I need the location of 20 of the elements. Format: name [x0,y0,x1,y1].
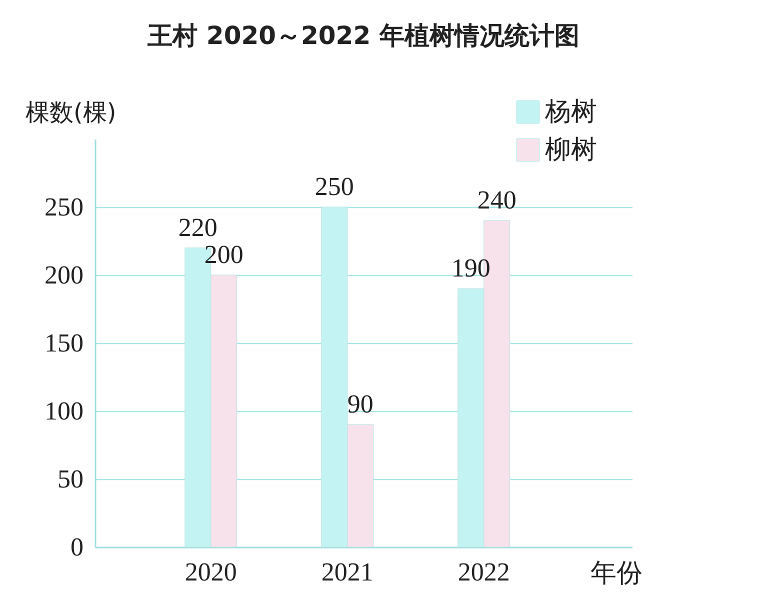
x-axis-title: 年份 [590,558,642,588]
data-label: 190 [451,254,490,283]
chart-title: 王村 2020～2022 年植树情况统计图 [146,21,580,50]
y-tick-label: 250 [44,192,84,222]
data-label: 200 [204,240,244,269]
y-axis-title: 棵数(棵) [26,98,116,126]
legend-label: 柳树 [545,135,597,165]
data-label: 90 [347,390,374,419]
data-label: 240 [477,186,516,215]
x-tick-label: 2021 [321,558,374,586]
legend-label: 杨树 [544,97,597,127]
y-tick-label: 50 [58,464,84,494]
data-label: 250 [314,172,354,201]
y-tick-label: 200 [44,260,84,290]
x-tick-label: 2022 [458,558,510,586]
y-tick-label: 0 [70,532,84,562]
y-tick-label: 100 [44,396,84,426]
x-tick-label: 2020 [184,558,237,586]
data-label: 220 [178,212,218,242]
y-tick-label: 150 [44,328,84,358]
